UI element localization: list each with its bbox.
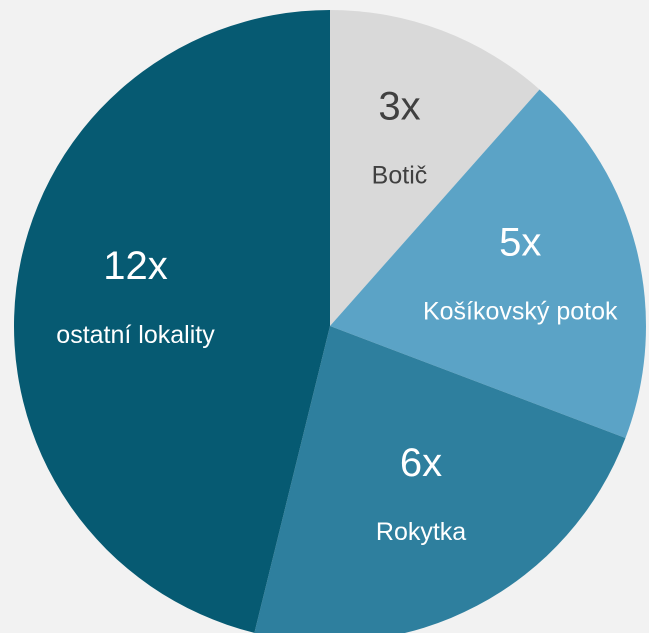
- pie-slice: [330, 89, 646, 439]
- pie-slice: [330, 10, 540, 326]
- category-label: Košíkovský potok: [423, 298, 618, 326]
- value-label: 3x: [378, 84, 420, 128]
- pie-slice: [13, 10, 330, 633]
- pie-slice: [254, 326, 626, 633]
- category-label: Botič: [372, 161, 428, 189]
- value-label: 6x: [400, 441, 442, 485]
- value-label: 5x: [499, 221, 541, 265]
- category-label: Rokytka: [376, 518, 466, 546]
- value-label: 12x: [103, 244, 168, 288]
- category-label: ostatní lokality: [56, 321, 215, 349]
